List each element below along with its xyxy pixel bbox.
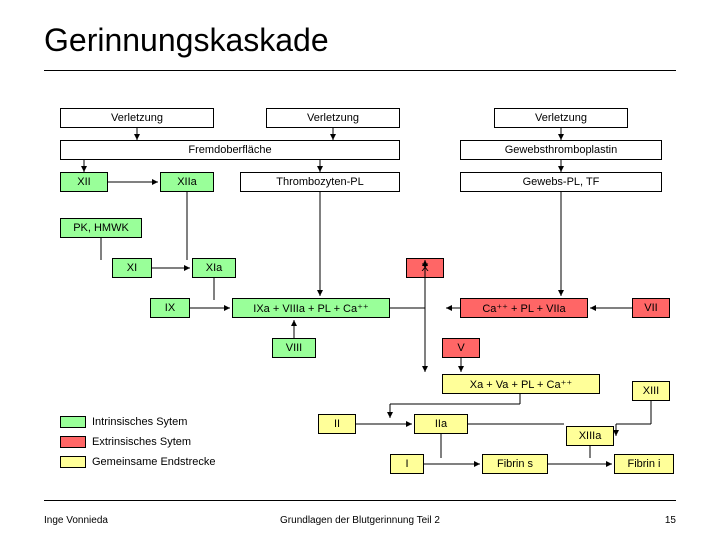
box-xii: XII [60,172,108,192]
box-v: V [442,338,480,358]
box-xiiia: XIIIa [566,426,614,446]
box-xa-complex: Xa + Va + PL + Ca⁺⁺ [442,374,600,394]
box-fibrin-s: Fibrin s [482,454,548,474]
box-verletzung-2: Verletzung [266,108,400,128]
box-iia: IIa [414,414,468,434]
rule-top [44,70,676,71]
box-vii: VII [632,298,670,318]
box-gewebs-pl-tf: Gewebs-PL, TF [460,172,662,192]
box-xiii: XIII [632,381,670,401]
box-x-right: X [406,258,444,278]
box-xia: XIa [192,258,236,278]
page-title: Gerinnungskaskade [44,22,329,59]
box-ii: II [318,414,356,434]
box-i: I [390,454,424,474]
legend-swatch-yellow [60,456,86,468]
box-ixa-complex: IXa + VIIIa + PL + Ca⁺⁺ [232,298,390,318]
rule-bottom [44,500,676,501]
box-fremdoberflaeche: Fremdoberfläche [60,140,400,160]
footer-page: 15 [665,515,676,526]
footer-title: Grundlagen der Blutgerinnung Teil 2 [0,515,720,526]
legend-intrinsic-label: Intrinsisches Sytem [92,416,187,428]
legend-swatch-green [60,416,86,428]
legend-extrinsic: Extrinsisches Sytem [60,436,191,448]
box-pk-hmwk: PK, HMWK [60,218,142,238]
box-ca-pl-viia: Ca⁺⁺ + PL + VIIa [460,298,588,318]
legend-extrinsic-label: Extrinsisches Sytem [92,436,191,448]
box-xi: XI [112,258,152,278]
box-fibrin-i: Fibrin i [614,454,674,474]
box-xiia: XIIa [160,172,214,192]
box-viii: VIII [272,338,316,358]
box-verletzung-1: Verletzung [60,108,214,128]
box-thrombozyten-pl: Thrombozyten-PL [240,172,400,192]
legend-common-label: Gemeinsame Endstrecke [92,456,216,468]
box-verletzung-3: Verletzung [494,108,628,128]
box-gewebsthromboplastin: Gewebsthromboplastin [460,140,662,160]
legend-common: Gemeinsame Endstrecke [60,456,216,468]
box-ix: IX [150,298,190,318]
legend-intrinsic: Intrinsisches Sytem [60,416,187,428]
legend-swatch-red [60,436,86,448]
